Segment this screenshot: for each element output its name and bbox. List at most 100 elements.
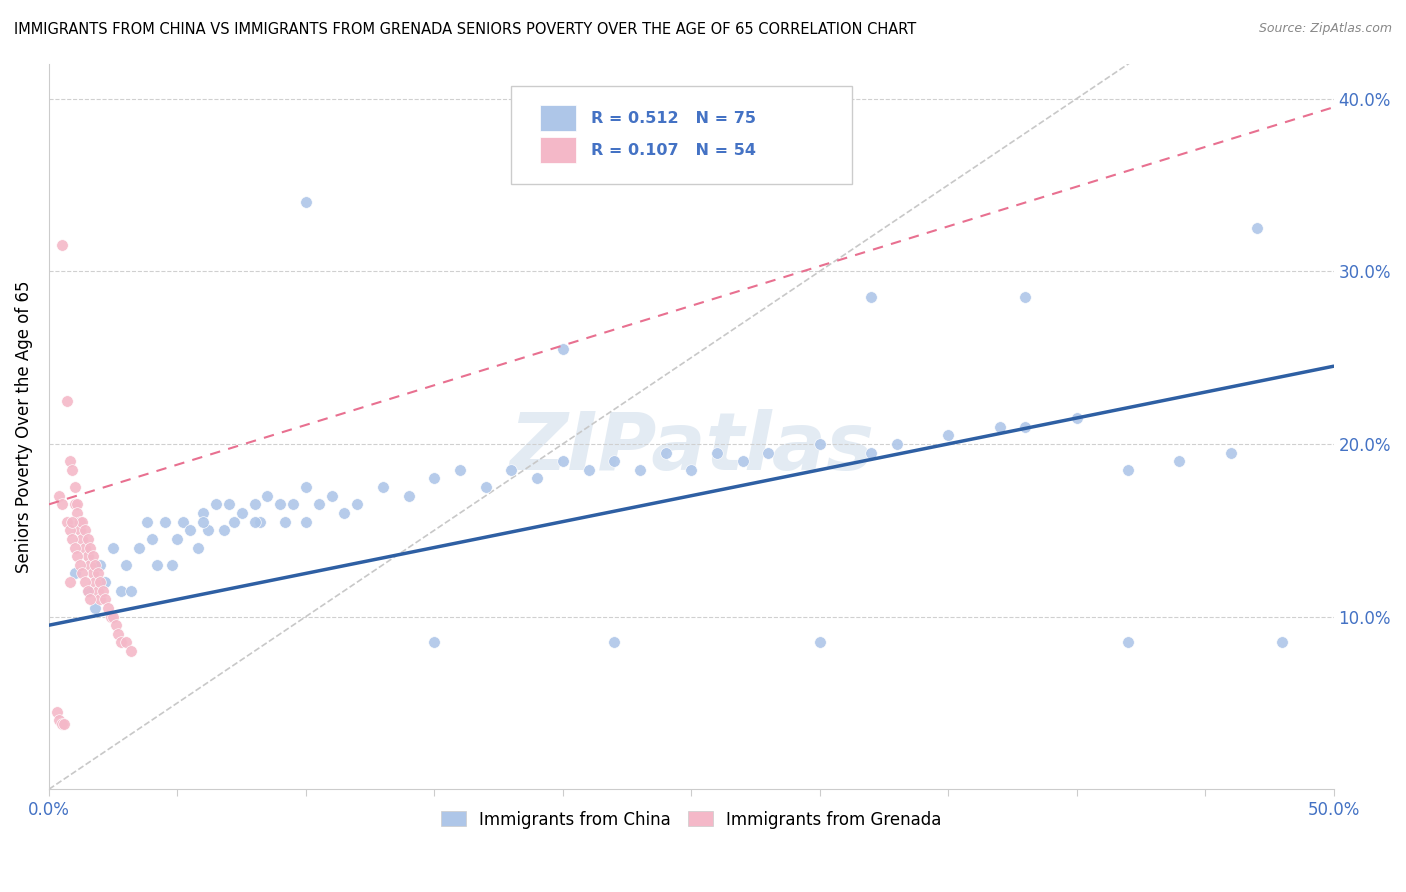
Point	[269, 497, 291, 511]
Point	[79, 541, 101, 555]
Point	[551, 342, 574, 356]
Point	[308, 497, 330, 511]
Point	[79, 592, 101, 607]
Point	[501, 463, 523, 477]
Point	[79, 558, 101, 572]
Point	[526, 471, 548, 485]
Point	[53, 716, 76, 731]
Point	[51, 497, 73, 511]
Point	[84, 601, 107, 615]
Point	[654, 445, 676, 459]
Point	[1219, 445, 1241, 459]
Point	[706, 445, 728, 459]
Point	[197, 523, 219, 537]
Point	[179, 523, 201, 537]
Point	[1014, 419, 1036, 434]
Point	[346, 497, 368, 511]
Point	[1066, 411, 1088, 425]
Point	[63, 566, 86, 581]
Point	[107, 627, 129, 641]
Point	[281, 497, 304, 511]
Text: R = 0.512   N = 75: R = 0.512 N = 75	[591, 111, 756, 126]
Point	[187, 541, 209, 555]
Point	[603, 454, 626, 468]
Text: IMMIGRANTS FROM CHINA VS IMMIGRANTS FROM GRENADA SENIORS POVERTY OVER THE AGE OF: IMMIGRANTS FROM CHINA VS IMMIGRANTS FROM…	[14, 22, 917, 37]
Point	[205, 497, 228, 511]
Point	[69, 515, 91, 529]
Point	[63, 480, 86, 494]
Point	[48, 489, 70, 503]
Point	[1246, 221, 1268, 235]
Point	[603, 635, 626, 649]
Point	[135, 515, 157, 529]
Point	[936, 428, 959, 442]
Point	[1271, 635, 1294, 649]
Point	[628, 463, 651, 477]
Point	[51, 716, 73, 731]
Point	[45, 705, 67, 719]
Point	[89, 558, 111, 572]
Point	[58, 523, 80, 537]
Point	[58, 575, 80, 590]
FancyBboxPatch shape	[540, 105, 575, 131]
FancyBboxPatch shape	[512, 86, 852, 184]
Point	[153, 515, 176, 529]
Point	[218, 497, 240, 511]
Point	[51, 238, 73, 252]
Point	[295, 480, 318, 494]
Point	[66, 506, 89, 520]
Point	[449, 463, 471, 477]
Text: Source: ZipAtlas.com: Source: ZipAtlas.com	[1258, 22, 1392, 36]
Point	[398, 489, 420, 503]
Point	[60, 532, 83, 546]
Point	[89, 575, 111, 590]
Point	[72, 566, 94, 581]
Point	[103, 541, 125, 555]
Point	[172, 515, 194, 529]
Point	[76, 532, 98, 546]
Point	[231, 506, 253, 520]
Point	[222, 515, 245, 529]
Point	[100, 609, 122, 624]
Point	[1014, 290, 1036, 304]
Legend: Immigrants from China, Immigrants from Grenada: Immigrants from China, Immigrants from G…	[434, 804, 948, 835]
Point	[87, 583, 110, 598]
Point	[860, 290, 883, 304]
Point	[212, 523, 235, 537]
Y-axis label: Seniors Poverty Over the Age of 65: Seniors Poverty Over the Age of 65	[15, 280, 32, 573]
Point	[731, 454, 754, 468]
Point	[321, 489, 343, 503]
Point	[474, 480, 496, 494]
Point	[551, 454, 574, 468]
Point	[249, 515, 271, 529]
Point	[295, 195, 318, 210]
Point	[758, 445, 780, 459]
Point	[87, 566, 110, 581]
Point	[72, 515, 94, 529]
Text: ZIPatlas: ZIPatlas	[509, 409, 873, 487]
Point	[423, 471, 446, 485]
Point	[69, 523, 91, 537]
Point	[104, 618, 127, 632]
Point	[63, 541, 86, 555]
Point	[115, 558, 138, 572]
Point	[886, 437, 908, 451]
Point	[82, 549, 104, 563]
Point	[578, 463, 600, 477]
Point	[91, 583, 114, 598]
Point	[73, 523, 96, 537]
Point	[141, 532, 163, 546]
Point	[76, 549, 98, 563]
Point	[82, 566, 104, 581]
Point	[89, 592, 111, 607]
Point	[56, 393, 79, 408]
Point	[56, 515, 79, 529]
Point	[1116, 635, 1139, 649]
Point	[103, 609, 125, 624]
Point	[860, 445, 883, 459]
Point	[73, 541, 96, 555]
Point	[72, 532, 94, 546]
Point	[120, 583, 142, 598]
Point	[94, 592, 117, 607]
Point	[128, 541, 150, 555]
